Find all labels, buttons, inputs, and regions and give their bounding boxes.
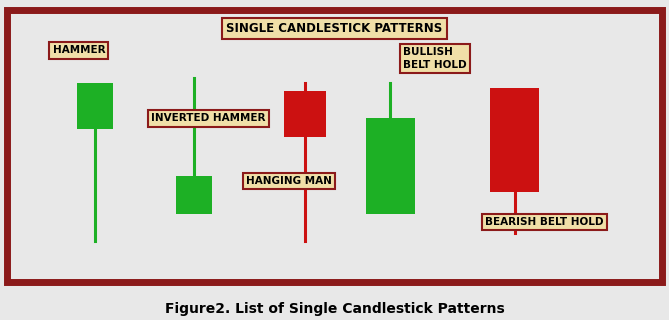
Text: Figure2. List of Single Candlestick Patterns: Figure2. List of Single Candlestick Patt… xyxy=(165,302,504,316)
FancyBboxPatch shape xyxy=(366,118,415,214)
Text: HAMMER: HAMMER xyxy=(53,45,105,55)
FancyBboxPatch shape xyxy=(490,88,539,192)
Text: BULLISH
BELT HOLD: BULLISH BELT HOLD xyxy=(403,47,467,70)
FancyBboxPatch shape xyxy=(77,83,113,129)
Text: HANGING MAN: HANGING MAN xyxy=(246,176,332,186)
Text: SINGLE CANDLESTICK PATTERNS: SINGLE CANDLESTICK PATTERNS xyxy=(226,22,443,35)
FancyBboxPatch shape xyxy=(284,91,326,138)
Text: INVERTED HAMMER: INVERTED HAMMER xyxy=(151,113,266,124)
FancyBboxPatch shape xyxy=(175,175,211,214)
Text: BEARISH BELT HOLD: BEARISH BELT HOLD xyxy=(485,217,604,227)
